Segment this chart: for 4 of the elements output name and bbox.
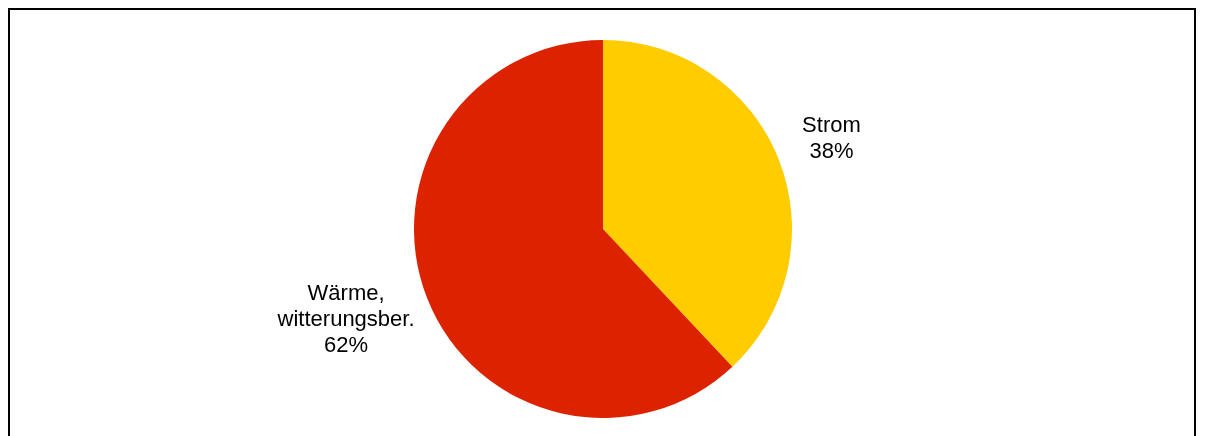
slice-label: Wärme, witterungsber. (276, 279, 415, 331)
slice-label: Strom (802, 111, 861, 137)
data-label: 38% (809, 137, 854, 163)
data-label: 62% (324, 331, 369, 357)
